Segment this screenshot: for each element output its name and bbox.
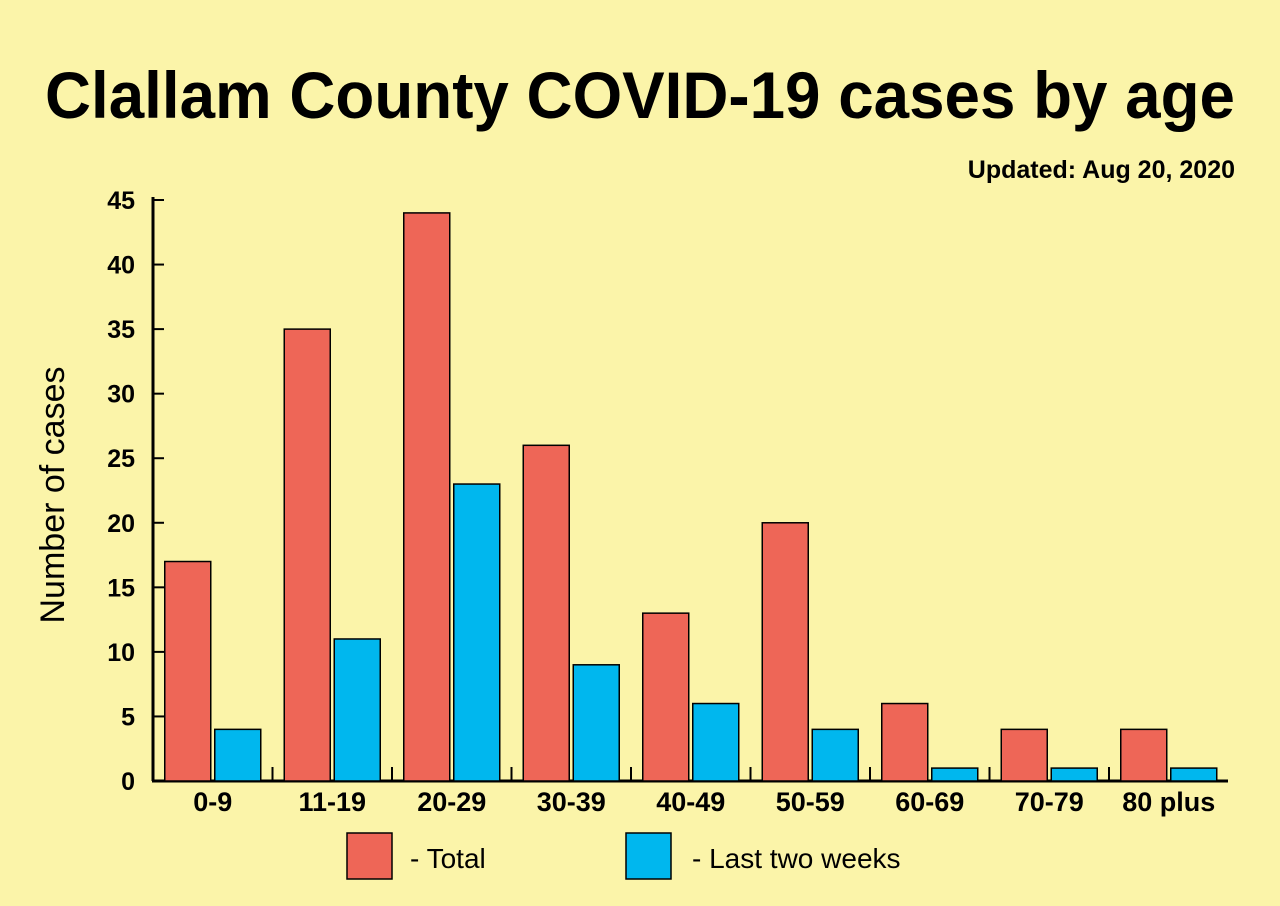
y-tick-label: 0 [121, 768, 135, 796]
y-tick-label: 20 [107, 510, 135, 538]
bar-last-two-weeks [692, 702, 740, 782]
x-tick-label: 20-29 [417, 787, 486, 817]
chart-subtitle: Updated: Aug 20, 2020 [968, 156, 1235, 184]
bar-total [283, 328, 331, 782]
y-tick-label: 45 [107, 187, 135, 215]
bar-last-two-weeks [1050, 767, 1098, 782]
y-tick-label: 40 [107, 252, 135, 280]
bar-last-two-weeks [572, 664, 620, 782]
bar-last-two-weeks [453, 483, 501, 782]
y-tick-label: 25 [107, 445, 135, 473]
chart-title: Clallam County COVID-19 cases by age [45, 58, 1235, 132]
bar-total [522, 444, 570, 782]
x-tick-label: 30-39 [537, 787, 606, 817]
x-tick-label: 40-49 [656, 787, 725, 817]
bar-total [164, 560, 212, 782]
x-tick-label: 60-69 [895, 787, 964, 817]
legend-label: - Last two weeks [692, 843, 901, 874]
legend-label: - Total [410, 843, 486, 874]
y-tick-label: 5 [121, 703, 135, 731]
x-tick-label: 50-59 [776, 787, 845, 817]
bar-last-two-weeks [214, 728, 262, 782]
y-tick-label: 30 [107, 381, 135, 409]
bar-total [403, 212, 451, 782]
legend-swatch [346, 832, 393, 880]
bar-last-two-weeks [811, 728, 859, 782]
y-tick-label: 35 [107, 316, 135, 344]
y-tick-label: 10 [107, 639, 135, 667]
x-tick-label: 70-79 [1015, 787, 1084, 817]
bar-last-two-weeks [333, 638, 381, 782]
y-axis-label: Number of cases [34, 367, 72, 624]
x-tick-label: 0-9 [193, 787, 232, 817]
y-tick-label: 15 [107, 574, 135, 602]
bar-last-two-weeks [931, 767, 979, 782]
bar-total [761, 522, 809, 782]
x-tick-label: 80 plus [1122, 787, 1215, 817]
x-tick-label: 11-19 [298, 787, 366, 817]
bar-total [1120, 728, 1168, 782]
legend-swatch [625, 832, 672, 880]
bar-total [1000, 728, 1048, 782]
bar-total [642, 612, 690, 782]
bar-total [881, 702, 929, 782]
bar-last-two-weeks [1170, 767, 1218, 782]
